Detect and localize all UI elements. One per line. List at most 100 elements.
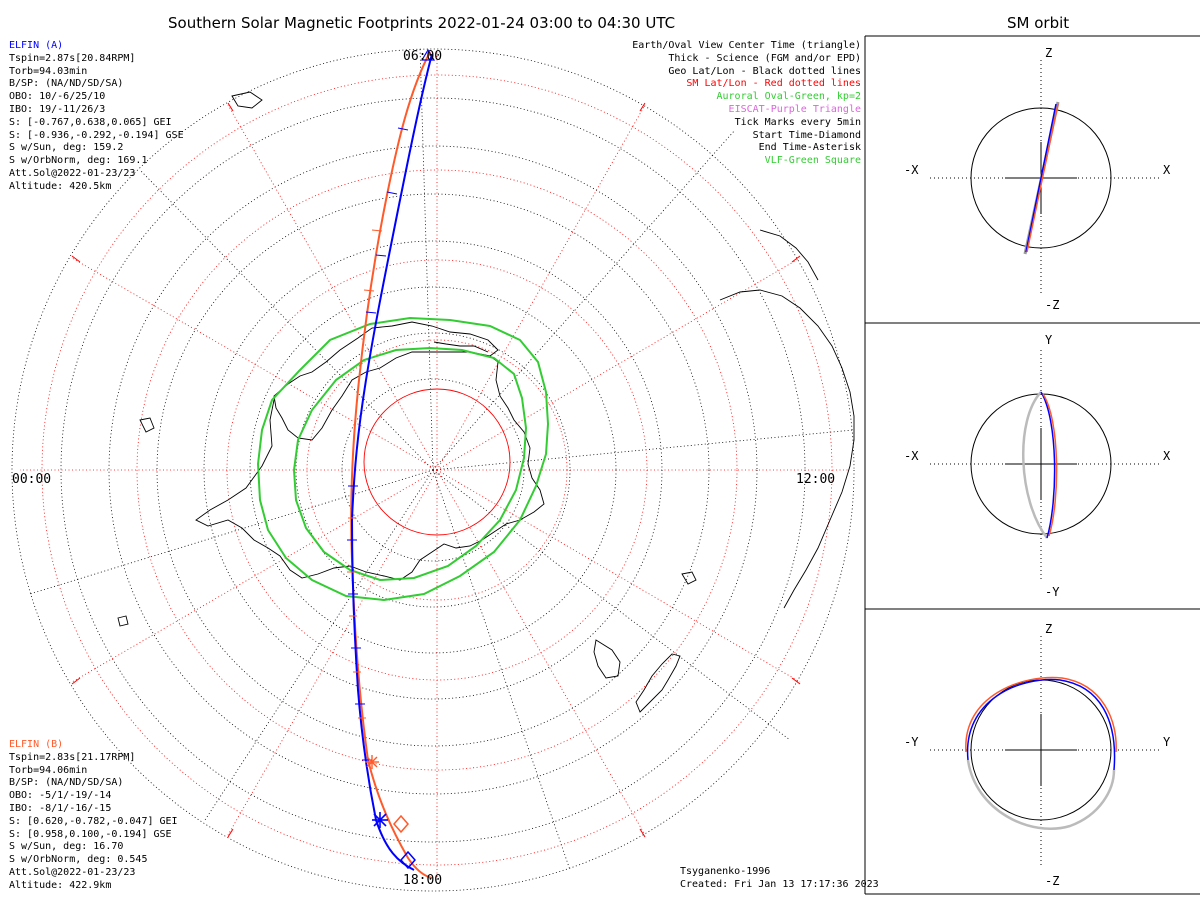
legend-item: Tick Marks every 5min <box>734 116 861 128</box>
elfin-a-line: OBO: 10/-6/25/10 <box>9 91 106 103</box>
sm-ring-ticks <box>71 102 801 838</box>
island-coast <box>593 639 621 679</box>
sm-meridian <box>436 469 646 836</box>
mlt-label-right: 12:00 <box>796 472 835 487</box>
auroral-oval-inner <box>292 346 528 582</box>
antarctica-coast-south <box>195 355 545 581</box>
antarctica-coast-north <box>273 321 499 441</box>
legend-item: Thick - Science (FGM and/or EPD) <box>668 52 861 64</box>
elfin-a-line: B/SP: (NA/ND/SD/SA) <box>9 78 124 90</box>
sm-meridian <box>227 104 438 471</box>
elfin-b-line: S: [0.620,-0.782,-0.047] GEI <box>9 815 178 827</box>
orbit-trace-b <box>1042 393 1058 537</box>
island-coast <box>117 615 129 627</box>
credits-model: Tsyganenko-1996 <box>680 866 771 877</box>
sm-circle <box>136 169 738 771</box>
coastlines <box>117 91 855 713</box>
geo-circle <box>203 240 663 700</box>
geo-meridian <box>204 469 434 821</box>
legend-item: SM Lat/Lon - Red dotted lines <box>686 78 861 90</box>
earth-circle <box>970 679 1112 821</box>
sm-meridian <box>71 469 438 683</box>
track-tick <box>386 191 398 195</box>
ring-tick <box>639 828 646 838</box>
axis-label-right: Y <box>1163 735 1171 749</box>
elfin-b-ticks <box>347 229 383 719</box>
legend-item: Earth/Oval View Center Time (triangle) <box>632 40 861 51</box>
mlt-label-top: 06:00 <box>403 49 442 64</box>
axis-label-left: -Y <box>904 735 919 749</box>
sm-pole-circle <box>363 388 511 536</box>
credits: Tsyganenko-1996 Created: Fri Jan 13 17:1… <box>680 866 879 892</box>
track-tick <box>365 311 377 314</box>
elfin-a-line: Torb=94.03min <box>9 65 88 77</box>
elfin-b-line: Att.Sol@2022-01-23/23 <box>9 866 136 878</box>
elfin-b-start-diamond <box>393 814 409 834</box>
credits-created: Created: Fri Jan 13 17:17:36 2023 <box>680 878 879 890</box>
track-tick <box>363 289 375 292</box>
elfin-b-line: S w/OrbNorm, deg: 0.545 <box>9 854 148 866</box>
elfin-b-line: B/SP: (NA/ND/SD/SA) <box>9 777 124 789</box>
geo-meridian <box>432 469 571 871</box>
geo-circle <box>295 332 571 608</box>
elfin-b-line: Tspin=2.83s[21.17RPM] <box>9 751 136 763</box>
legend-item: End Time-Asterisk <box>758 142 861 154</box>
axis-label-top: Z <box>1045 622 1052 636</box>
track-tick <box>371 229 383 232</box>
orbit-trace-grey <box>966 759 1116 831</box>
legend-item: EISCAT-Purple Triangle <box>728 103 861 115</box>
legend-item: Start Time-Diamond <box>752 129 861 141</box>
geo-meridian <box>139 169 434 471</box>
island-coast <box>231 91 263 109</box>
orbit-trace-grey <box>1023 101 1060 255</box>
elfin-a-end-asterisk <box>372 812 388 828</box>
geo-meridian <box>419 47 434 471</box>
elfin-a-line: ELFIN (A) <box>9 40 64 51</box>
sm-meridian <box>71 257 438 471</box>
legend: Earth/Oval View Center Time (triangle) Th… <box>632 40 861 168</box>
elfin-a-line: S w/Sun, deg: 159.2 <box>9 142 124 154</box>
view-center-triangle <box>420 48 436 61</box>
geo-meridian <box>432 429 854 471</box>
sm-meridian <box>436 257 801 471</box>
track-tick <box>397 127 409 131</box>
elfin-a-ticks <box>347 127 409 761</box>
ring-tick <box>71 677 81 685</box>
elfin-a-line: S w/OrbNorm, deg: 169.1 <box>9 155 148 167</box>
orbit-trace-grey <box>1021 391 1048 539</box>
elfin-b-line: IBO: -8/1/-16/-15 <box>9 802 112 814</box>
continent-coast-ne <box>759 229 819 281</box>
sm-meridian <box>436 104 646 471</box>
elfin-a-line: S: [-0.767,0.638,0.065] GEI <box>9 116 172 128</box>
elfin-b-line: Altitude: 422.9km <box>9 879 112 891</box>
ring-tick <box>227 102 234 112</box>
elfin-b-end-asterisk <box>365 755 379 769</box>
elfin-b-line: Torb=94.06min <box>9 764 88 776</box>
orbit-panel-xz: Z -Z -X X <box>904 46 1171 312</box>
elfin-a-line: S: [-0.936,-0.292,-0.194] GSE <box>9 129 184 141</box>
elfin-b-track <box>350 51 433 879</box>
axis-label-right: X <box>1163 163 1171 177</box>
elfin-b-info: ELFIN (B) Tspin=2.83s[21.17RPM] Torb=94.06… <box>9 739 178 893</box>
island-coast <box>681 571 697 585</box>
orbit-panel-yz: Z -Z -Y Y <box>904 622 1171 888</box>
axis-label-right: X <box>1163 449 1171 463</box>
auroral-oval-outer <box>256 316 550 602</box>
mlt-label-bottom: 18:00 <box>403 873 442 888</box>
island-coast <box>635 653 681 713</box>
elfin-a-line: Att.Sol@2022-01-23/23 <box>9 167 136 179</box>
track-tick <box>375 254 387 257</box>
elfin-b-line: S: [0.958,0.100,-0.194] GSE <box>9 828 172 840</box>
geo-circle <box>249 286 617 654</box>
sm-circle <box>306 339 568 601</box>
elfin-a-start-diamond <box>400 850 416 870</box>
ring-tick <box>227 828 234 838</box>
axis-label-bottom: -Z <box>1045 874 1059 888</box>
axis-label-bottom: -Y <box>1045 585 1060 599</box>
orbit-panel-xy: Y -Y -X X <box>904 333 1171 599</box>
axis-label-top: Y <box>1045 333 1053 347</box>
legend-item: Geo Lat/Lon - Black dotted lines <box>668 65 861 77</box>
legend-item: Auroral Oval-Green, kp=2 <box>716 91 862 103</box>
island-coast <box>139 417 155 433</box>
geo-meridian <box>432 129 736 471</box>
